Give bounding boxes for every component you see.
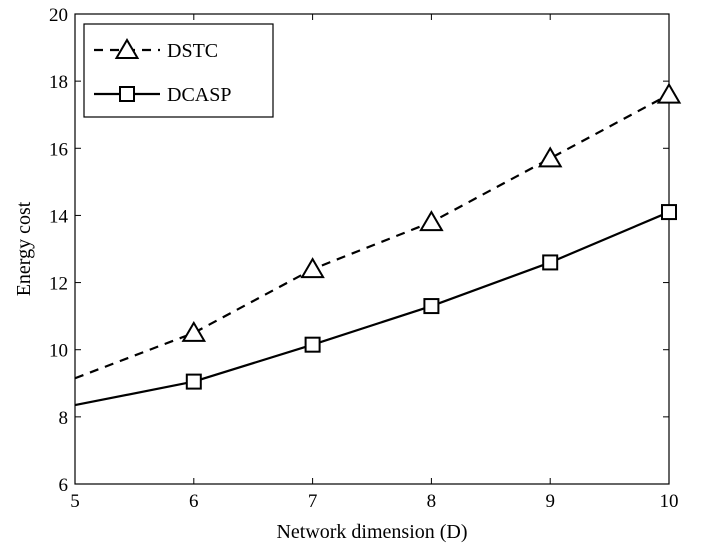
y-tick-label: 12 bbox=[49, 274, 68, 295]
data-point-dstc bbox=[656, 82, 682, 104]
y-axis-label: Energy cost bbox=[13, 201, 35, 296]
x-axis-label: Network dimension (D) bbox=[276, 521, 467, 543]
y-tick-label: 14 bbox=[49, 206, 69, 227]
y-tick-label: 16 bbox=[49, 139, 68, 160]
y-tick-label: 10 bbox=[49, 341, 68, 362]
data-point-dstc bbox=[181, 320, 207, 342]
data-point-dstc bbox=[419, 210, 444, 232]
data-point-dcasp bbox=[304, 336, 321, 353]
plot-frame bbox=[74, 13, 670, 485]
x-tick-label: 6 bbox=[189, 491, 199, 512]
series-line-dstc bbox=[74, 93, 670, 380]
data-point-dstc bbox=[537, 146, 563, 168]
data-point-dcasp bbox=[542, 254, 559, 271]
y-tick-label: 18 bbox=[49, 72, 68, 93]
data-point-dcasp bbox=[661, 204, 677, 221]
data-point-dcasp bbox=[185, 373, 202, 390]
x-tick-label: 7 bbox=[308, 491, 318, 512]
legend-label-dstc: DSTC bbox=[167, 40, 218, 62]
series-layer bbox=[74, 82, 682, 407]
y-tick-label: 8 bbox=[59, 408, 69, 429]
legend: DSTC DCASP bbox=[83, 23, 274, 118]
legend-marker-dstc bbox=[114, 38, 140, 59]
x-tick-label: 10 bbox=[660, 491, 679, 512]
data-point-dcasp bbox=[423, 298, 440, 315]
x-tick-label: 9 bbox=[545, 491, 555, 512]
legend-label-dcasp: DCASP bbox=[167, 84, 231, 106]
legend-box bbox=[83, 23, 274, 118]
x-tick-label: 8 bbox=[427, 491, 437, 512]
data-point-dstc bbox=[300, 257, 325, 279]
y-tick-label: 20 bbox=[49, 5, 68, 26]
series-line-dcasp bbox=[74, 211, 670, 407]
x-tick-label: 5 bbox=[70, 491, 80, 512]
legend-marker-dcasp bbox=[119, 86, 135, 102]
y-tick-label: 6 bbox=[59, 475, 69, 496]
